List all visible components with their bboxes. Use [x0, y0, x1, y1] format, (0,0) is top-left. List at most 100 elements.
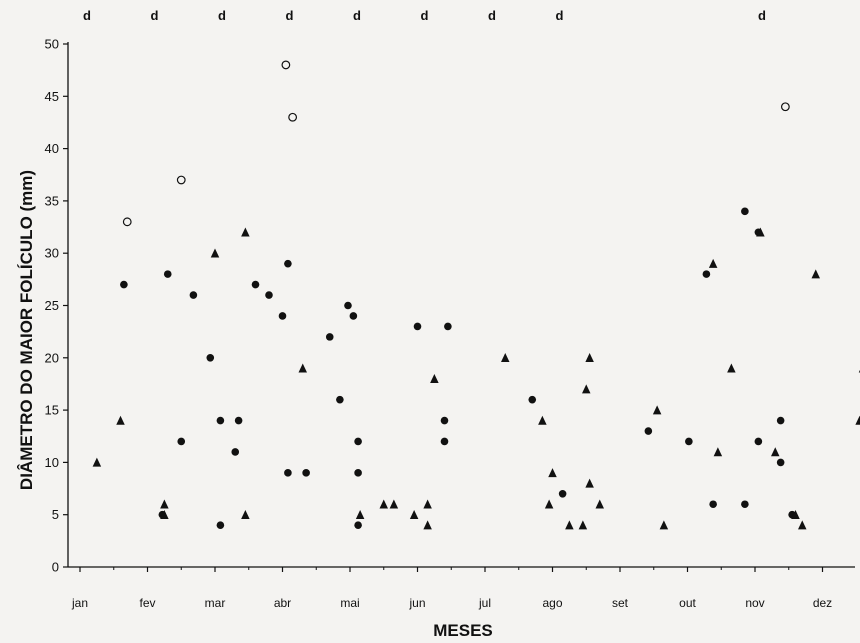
open-circle-point — [122, 217, 132, 227]
open-circle-point — [288, 112, 298, 122]
triangle-point — [409, 509, 419, 519]
d-marker: d — [353, 8, 361, 23]
triangle-point — [298, 363, 307, 373]
x-tick-label: fev — [139, 596, 155, 610]
filled-circle-point — [189, 291, 198, 299]
filled-circle-point — [776, 458, 785, 467]
y-tick-label: 5 — [52, 507, 59, 522]
filled-circle-point — [741, 207, 749, 216]
filled-circle-point — [776, 416, 785, 425]
triangle-point — [210, 248, 220, 258]
filled-circle-point — [336, 395, 344, 404]
y-tick-label: 25 — [45, 298, 59, 313]
triangle-point — [241, 227, 250, 237]
triangle-point — [756, 227, 765, 237]
filled-circle-point — [251, 280, 260, 289]
d-marker: d — [488, 8, 496, 23]
filled-circle-point — [709, 500, 717, 509]
x-tick-label: set — [612, 596, 629, 610]
d-marker: d — [83, 8, 91, 23]
filled-circle-point — [354, 469, 362, 477]
filled-circle-point — [344, 301, 352, 310]
d-marker: d — [151, 8, 159, 23]
triangle-point — [582, 384, 591, 394]
y-tick-label: 20 — [45, 350, 59, 365]
x-tick-label: jul — [478, 596, 491, 610]
filled-circle-point — [231, 448, 240, 456]
y-tick-label: 40 — [45, 141, 59, 156]
filled-circle-point — [216, 416, 225, 425]
y-tick-label: 45 — [45, 89, 59, 104]
open-circle-point — [780, 102, 790, 112]
x-tick-label: jun — [408, 596, 425, 610]
filled-circle-point — [163, 270, 172, 278]
filled-circle-point — [558, 489, 567, 498]
filled-circle-point — [325, 333, 334, 341]
triangle-point — [501, 353, 510, 363]
triangle-point — [659, 520, 669, 530]
d-marker: d — [758, 8, 766, 23]
x-tick-label: dez — [813, 596, 832, 610]
triangle-point — [727, 363, 736, 373]
y-tick-label: 10 — [45, 455, 59, 470]
filled-circle-point — [354, 521, 362, 529]
triangle-point — [423, 520, 432, 530]
filled-circle-point — [284, 469, 292, 477]
triangle-point — [538, 415, 547, 425]
filled-circle-point — [349, 312, 358, 320]
x-tick-label: ago — [542, 596, 562, 610]
filled-circle-point — [216, 521, 225, 529]
filled-circle-point — [528, 395, 537, 404]
triangle-point — [652, 405, 662, 415]
d-marker: d — [286, 8, 294, 23]
x-axis-title: MESES — [433, 621, 493, 640]
filled-circle-point — [413, 322, 422, 331]
filled-circle-point — [177, 437, 186, 446]
x-tick-label: mar — [205, 596, 226, 610]
filled-circle-point — [444, 322, 452, 331]
open-circle-point — [176, 175, 186, 185]
filled-circle-point — [754, 437, 763, 446]
open-circle-point — [281, 60, 291, 70]
triangle-point — [578, 520, 588, 530]
x-tick-label: out — [679, 596, 696, 610]
triangle-point — [791, 509, 800, 519]
y-tick-label: 0 — [52, 560, 59, 575]
y-tick-label: 15 — [45, 403, 59, 418]
d-marker: d — [421, 8, 429, 23]
y-tick-label: 50 — [45, 37, 59, 52]
triangle-point — [160, 509, 169, 519]
filled-circle-point — [120, 280, 128, 289]
filled-circle-point — [302, 469, 310, 477]
filled-circle-point — [354, 437, 362, 446]
triangle-point — [565, 520, 574, 530]
filled-circle-point — [440, 437, 449, 446]
triangle-point — [595, 499, 604, 509]
triangle-point — [855, 415, 860, 425]
triangle-point — [713, 447, 723, 457]
triangle-point — [811, 269, 820, 279]
triangle-point — [585, 353, 594, 363]
triangle-point — [798, 520, 807, 530]
triangle-point — [379, 499, 388, 509]
x-tick-label: mai — [340, 596, 359, 610]
triangle-point — [548, 468, 557, 478]
filled-circle-point — [278, 312, 287, 320]
filled-circle-point — [685, 437, 693, 446]
triangle-point — [771, 447, 780, 457]
triangle-point — [423, 499, 432, 509]
y-axis-title: DIÂMETRO DO MAIOR FOLÍCULO (mm) — [17, 170, 36, 490]
triangle-point — [116, 415, 125, 425]
filled-circle-point — [440, 416, 449, 425]
filled-circle-point — [741, 500, 749, 509]
x-tick-label: abr — [274, 596, 291, 610]
y-tick-label: 30 — [45, 246, 59, 261]
triangle-point — [430, 373, 439, 383]
triangle-point — [241, 509, 250, 519]
triangle-point — [92, 457, 102, 467]
filled-circle-point — [206, 354, 215, 362]
filled-circle-point — [234, 416, 243, 425]
y-tick-label: 35 — [45, 193, 59, 208]
triangle-point — [708, 258, 718, 268]
